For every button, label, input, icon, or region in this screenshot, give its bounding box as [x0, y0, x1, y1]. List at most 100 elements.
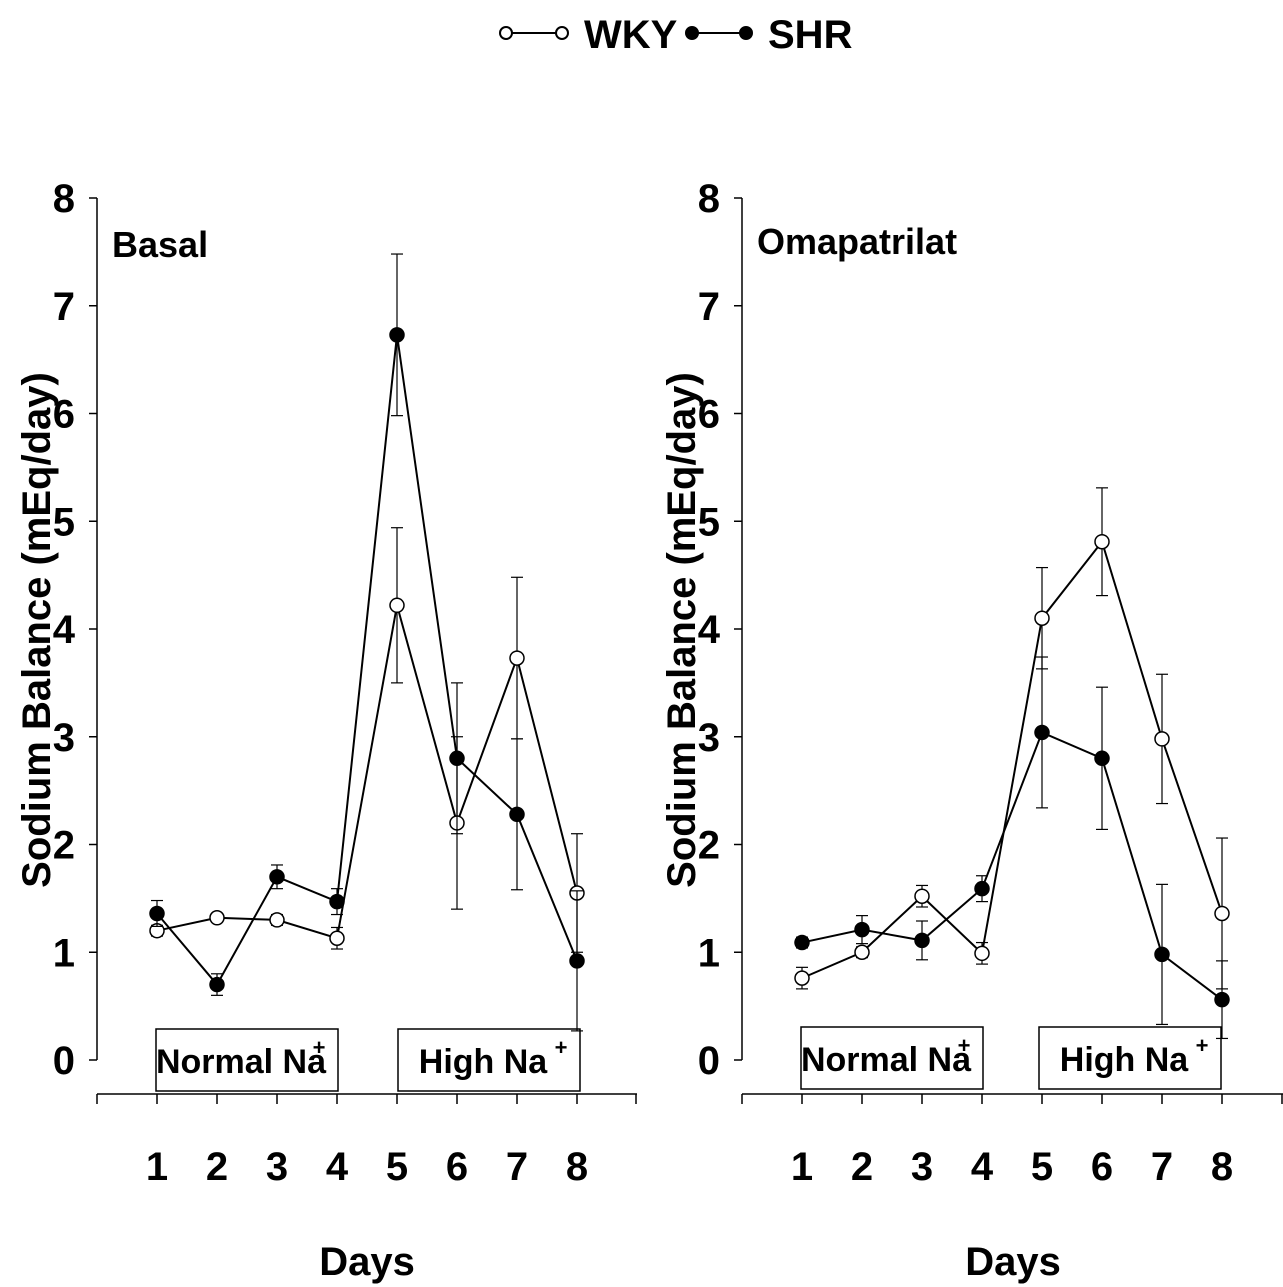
data-point-wky	[974, 945, 990, 962]
diet-box-label: High Na	[1060, 1041, 1190, 1079]
legend-marker-wky	[499, 26, 513, 40]
data-point-wky	[269, 912, 285, 928]
x-tick-label: 5	[386, 1145, 408, 1189]
x-tick-label: 4	[971, 1145, 994, 1189]
panel-title: Omapatrilat	[757, 221, 957, 262]
data-point-shr	[1214, 991, 1230, 1008]
y-tick-label: 3	[698, 716, 720, 760]
x-tick-label: 8	[566, 1145, 588, 1189]
diet-box	[397, 1028, 581, 1092]
data-point-shr	[569, 953, 585, 969]
x-tick-label: 2	[206, 1145, 228, 1189]
diet-box	[155, 1028, 339, 1092]
y-tick-label: 0	[53, 1039, 75, 1083]
data-point-wky	[509, 650, 525, 666]
diet-box-label: Normal Na	[156, 1043, 327, 1081]
x-tick-label: 1	[791, 1145, 813, 1189]
y-tick-label: 1	[53, 931, 75, 975]
axes	[96, 198, 637, 1095]
data-point-shr	[509, 806, 525, 823]
x-tick-label: 6	[446, 1145, 468, 1189]
x-tick-label: 2	[851, 1145, 873, 1189]
x-tick-label: 7	[1151, 1145, 1173, 1189]
data-point-shr	[914, 932, 930, 949]
x-tick-label: 7	[506, 1145, 528, 1189]
diet-annotations: Normal Na+ High Na +	[155, 1028, 581, 1092]
x-tick-label: 3	[911, 1145, 933, 1189]
data-point-shr	[1094, 750, 1110, 767]
y-tick-label: 1	[698, 931, 720, 975]
data-point-wky	[794, 970, 810, 986]
y-tick-label: 8	[698, 177, 720, 221]
data-point-shr	[1154, 946, 1170, 963]
data-point-shr	[449, 750, 465, 767]
y-tick-label: 4	[698, 608, 721, 652]
y-tick-label: 5	[698, 500, 720, 544]
diet-box-label: Normal Na	[801, 1041, 972, 1079]
x-axis-label: Days	[319, 1240, 415, 1284]
series-line-wky	[156, 605, 578, 940]
diet-box-label: High Na	[419, 1043, 549, 1081]
legend-label-wky: WKY	[584, 13, 678, 57]
data-point-shr	[389, 327, 405, 343]
y-tick-label: 6	[53, 393, 75, 437]
x-tick-label: 5	[1031, 1145, 1053, 1189]
data-point-wky	[389, 597, 405, 614]
legend-item-wky: WKY	[499, 13, 678, 57]
y-tick-label: 7	[53, 285, 75, 329]
legend-label-shr: SHR	[768, 13, 853, 57]
x-axis-label: Days	[965, 1240, 1061, 1284]
data-point-shr	[149, 905, 165, 922]
y-tick-label: 3	[53, 716, 75, 760]
y-tick-label: 8	[53, 177, 75, 221]
x-tick-label: 3	[266, 1145, 288, 1189]
data-point-wky	[854, 944, 870, 960]
legend: WKY SHR	[499, 13, 853, 57]
diet-box	[1038, 1026, 1222, 1090]
data-point-wky	[1214, 905, 1230, 922]
data-point-shr	[974, 880, 990, 897]
x-tick-label: 1	[146, 1145, 168, 1189]
y-ticks: 0 1 2 3 4 5 6 7 8	[53, 177, 97, 1083]
data-point-wky	[1094, 533, 1110, 550]
series-layer	[794, 487, 1230, 1040]
x-tick-label: 6	[1091, 1145, 1113, 1189]
y-tick-label: 2	[53, 824, 75, 868]
data-point-shr	[794, 934, 810, 951]
y-tick-label: 7	[698, 285, 720, 329]
data-point-wky	[209, 910, 225, 926]
data-point-wky	[329, 930, 345, 946]
data-point-shr	[209, 976, 225, 993]
legend-marker-shr	[739, 26, 753, 40]
data-point-shr	[329, 893, 345, 910]
data-point-wky	[914, 888, 930, 904]
diet-box-superscript: +	[555, 1035, 568, 1060]
x-tick-label: 8	[1211, 1145, 1233, 1189]
y-ticks: 0 1 2 3 4 5 6 7 8	[698, 177, 742, 1083]
series-line-shr	[801, 731, 1223, 1001]
x-tick-label: 4	[326, 1145, 349, 1189]
y-tick-label: 6	[698, 393, 720, 437]
y-axis-label: Sodium Balance (mEq/day)	[660, 372, 704, 888]
series-line-shr	[156, 334, 578, 987]
y-axis-label: Sodium Balance (mEq/day)	[15, 372, 59, 888]
data-point-shr	[854, 921, 870, 938]
diet-box-superscript: +	[958, 1033, 971, 1058]
data-point-wky	[1154, 731, 1170, 747]
data-point-shr	[1034, 724, 1050, 741]
legend-marker-wky	[555, 26, 569, 40]
panel-title: Basal	[112, 224, 208, 265]
series-layer	[149, 253, 585, 1032]
y-tick-label: 2	[698, 824, 720, 868]
y-tick-label: 5	[53, 500, 75, 544]
y-tick-label: 0	[698, 1039, 720, 1083]
data-point-wky	[1034, 610, 1050, 626]
y-tick-label: 4	[53, 608, 76, 652]
diet-box	[800, 1026, 984, 1090]
data-point-shr	[269, 869, 285, 885]
